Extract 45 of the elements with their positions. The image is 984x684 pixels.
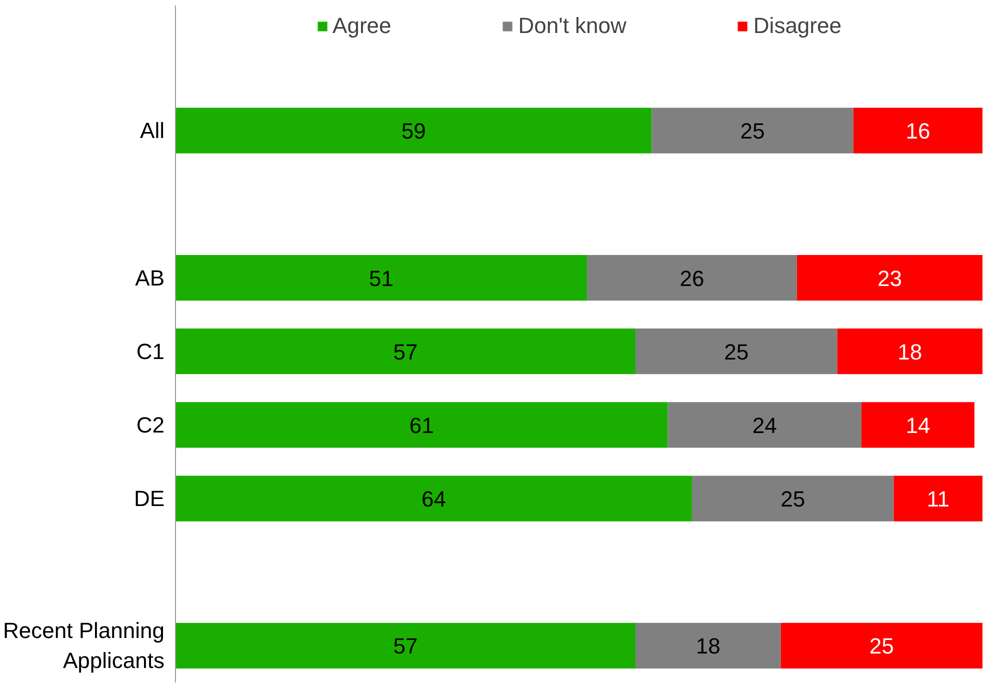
bar xyxy=(635,328,838,374)
legend-label: Don't know xyxy=(518,13,626,39)
data-label: 64 xyxy=(422,486,446,512)
legend-label: Agree xyxy=(332,13,392,39)
bar xyxy=(692,476,894,522)
data-label: 61 xyxy=(409,412,434,438)
bar xyxy=(176,402,668,448)
data-label: 25 xyxy=(780,486,806,512)
bar xyxy=(176,108,652,154)
bar xyxy=(894,476,982,522)
bar xyxy=(837,328,982,374)
data-label: 59 xyxy=(401,118,426,144)
data-label: 18 xyxy=(898,339,922,364)
bar xyxy=(796,254,982,301)
bar xyxy=(587,254,797,301)
bar xyxy=(176,476,692,522)
data-label: 16 xyxy=(906,118,930,144)
bar xyxy=(652,108,854,154)
data-label: 26 xyxy=(680,266,704,291)
y-tick-label: DE xyxy=(134,486,164,512)
data-label: 23 xyxy=(877,266,902,291)
bar xyxy=(853,108,982,154)
data-label: 51 xyxy=(369,266,394,291)
bar xyxy=(861,402,974,448)
data-label: 18 xyxy=(696,634,720,659)
y-tick-label: AB xyxy=(135,265,165,290)
bar xyxy=(780,622,982,669)
data-label: 25 xyxy=(740,118,765,144)
y-tick-label: C2 xyxy=(136,412,164,438)
legend-label: Disagree xyxy=(753,13,842,39)
data-label: 14 xyxy=(906,412,930,438)
data-label: 11 xyxy=(926,486,950,512)
y-tick-label: All xyxy=(140,118,165,144)
data-label: 57 xyxy=(393,634,418,659)
y-tick-label: C1 xyxy=(136,338,164,364)
data-label: 25 xyxy=(724,339,749,364)
bar xyxy=(176,254,588,301)
bar xyxy=(668,402,862,448)
data-label: 24 xyxy=(752,412,777,438)
data-label: 25 xyxy=(869,634,894,659)
y-tick-label: Recent Planning Applicants xyxy=(3,618,165,674)
bar xyxy=(635,622,781,669)
bar xyxy=(176,622,636,669)
bar xyxy=(176,328,636,374)
data-label: 57 xyxy=(393,339,418,364)
